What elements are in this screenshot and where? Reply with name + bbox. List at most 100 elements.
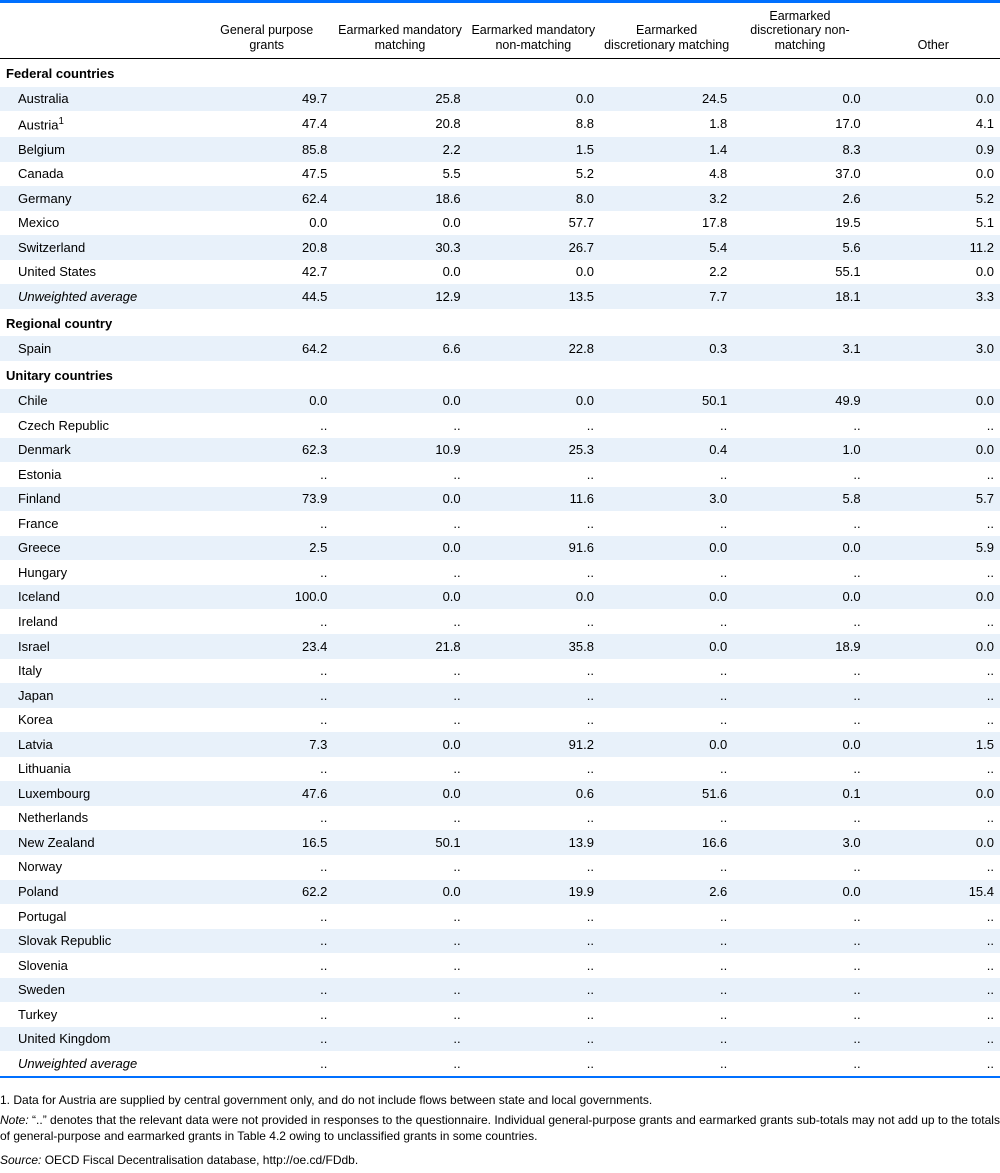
value-cell: 0.0 bbox=[867, 87, 1000, 112]
value-cell: 25.3 bbox=[467, 438, 600, 463]
section-title: Regional country bbox=[0, 309, 1000, 337]
row-name-cell: Czech Republic bbox=[0, 413, 200, 438]
col-header-other: Other bbox=[867, 3, 1000, 59]
value-cell: 62.3 bbox=[200, 438, 333, 463]
value-cell: .. bbox=[733, 806, 866, 831]
value-cell: 11.6 bbox=[467, 487, 600, 512]
col-header-dnm: Earmarked discretionary non-matching bbox=[733, 3, 866, 59]
value-cell: .. bbox=[333, 1027, 466, 1052]
value-cell: 3.0 bbox=[733, 830, 866, 855]
value-cell: .. bbox=[467, 560, 600, 585]
value-cell: .. bbox=[867, 1002, 1000, 1027]
value-cell: .. bbox=[600, 683, 733, 708]
row-name-cell: Israel bbox=[0, 634, 200, 659]
value-cell: .. bbox=[600, 659, 733, 684]
footnote-1-text: Data for Austria are supplied by central… bbox=[13, 1093, 652, 1107]
footnote-marker: 1 bbox=[58, 116, 63, 127]
grants-table: General purpose grants Earmarked mandato… bbox=[0, 3, 1000, 1076]
value-cell: .. bbox=[467, 659, 600, 684]
value-cell: 0.0 bbox=[200, 389, 333, 414]
table-row: Belgium85.82.21.51.48.30.9 bbox=[0, 137, 1000, 162]
value-cell: .. bbox=[333, 462, 466, 487]
value-cell: 47.4 bbox=[200, 111, 333, 137]
table-row: New Zealand16.550.113.916.63.00.0 bbox=[0, 830, 1000, 855]
value-cell: 18.6 bbox=[333, 186, 466, 211]
footnote-note-label: Note: bbox=[0, 1113, 29, 1127]
value-cell: 1.5 bbox=[467, 137, 600, 162]
value-cell: .. bbox=[467, 1051, 600, 1076]
value-cell: .. bbox=[467, 462, 600, 487]
value-cell: 0.0 bbox=[333, 732, 466, 757]
value-cell: .. bbox=[867, 609, 1000, 634]
value-cell: .. bbox=[200, 929, 333, 954]
value-cell: 62.2 bbox=[200, 880, 333, 905]
value-cell: .. bbox=[867, 659, 1000, 684]
value-cell: 0.0 bbox=[467, 585, 600, 610]
value-cell: .. bbox=[200, 1051, 333, 1076]
value-cell: .. bbox=[333, 1002, 466, 1027]
value-cell: 0.0 bbox=[600, 732, 733, 757]
value-cell: .. bbox=[867, 708, 1000, 733]
value-cell: .. bbox=[467, 953, 600, 978]
value-cell: 11.2 bbox=[867, 235, 1000, 260]
value-cell: .. bbox=[867, 511, 1000, 536]
value-cell: 47.6 bbox=[200, 781, 333, 806]
value-cell: .. bbox=[867, 953, 1000, 978]
value-cell: 0.0 bbox=[333, 781, 466, 806]
value-cell: .. bbox=[467, 1027, 600, 1052]
row-name-cell: Austria1 bbox=[0, 111, 200, 137]
table-row: Denmark62.310.925.30.41.00.0 bbox=[0, 438, 1000, 463]
value-cell: 0.0 bbox=[867, 830, 1000, 855]
value-cell: 30.3 bbox=[333, 235, 466, 260]
value-cell: 0.0 bbox=[333, 389, 466, 414]
value-cell: 64.2 bbox=[200, 336, 333, 361]
value-cell: 85.8 bbox=[200, 137, 333, 162]
table-row: Israel23.421.835.80.018.90.0 bbox=[0, 634, 1000, 659]
value-cell: .. bbox=[733, 757, 866, 782]
table-row: Austria147.420.88.81.817.04.1 bbox=[0, 111, 1000, 137]
value-cell: 5.2 bbox=[867, 186, 1000, 211]
table-row: Switzerland20.830.326.75.45.611.2 bbox=[0, 235, 1000, 260]
value-cell: 7.3 bbox=[200, 732, 333, 757]
row-name-cell: Iceland bbox=[0, 585, 200, 610]
col-header-mnm: Earmarked mandatory non-matching bbox=[467, 3, 600, 59]
value-cell: 26.7 bbox=[467, 235, 600, 260]
value-cell: 100.0 bbox=[200, 585, 333, 610]
row-name-cell: Portugal bbox=[0, 904, 200, 929]
value-cell: 4.8 bbox=[600, 162, 733, 187]
value-cell: .. bbox=[733, 929, 866, 954]
value-cell: .. bbox=[467, 978, 600, 1003]
row-name-cell: Australia bbox=[0, 87, 200, 112]
section-header-row: Regional country bbox=[0, 309, 1000, 337]
value-cell: 0.0 bbox=[733, 880, 866, 905]
value-cell: 2.6 bbox=[600, 880, 733, 905]
row-name-cell: Unweighted average bbox=[0, 1051, 200, 1076]
row-name-cell: Finland bbox=[0, 487, 200, 512]
value-cell: .. bbox=[467, 929, 600, 954]
row-name-cell: Switzerland bbox=[0, 235, 200, 260]
value-cell: 5.9 bbox=[867, 536, 1000, 561]
value-cell: .. bbox=[600, 904, 733, 929]
table-row: Germany62.418.68.03.22.65.2 bbox=[0, 186, 1000, 211]
value-cell: 37.0 bbox=[733, 162, 866, 187]
value-cell: .. bbox=[333, 560, 466, 585]
value-cell: .. bbox=[200, 511, 333, 536]
table-row: Italy............ bbox=[0, 659, 1000, 684]
value-cell: .. bbox=[600, 1002, 733, 1027]
value-cell: .. bbox=[333, 855, 466, 880]
value-cell: 35.8 bbox=[467, 634, 600, 659]
value-cell: 21.8 bbox=[333, 634, 466, 659]
value-cell: 0.0 bbox=[333, 880, 466, 905]
value-cell: .. bbox=[867, 1051, 1000, 1076]
table-row: Iceland100.00.00.00.00.00.0 bbox=[0, 585, 1000, 610]
value-cell: 16.5 bbox=[200, 830, 333, 855]
table-row: Unweighted average............ bbox=[0, 1051, 1000, 1076]
value-cell: 0.0 bbox=[600, 536, 733, 561]
value-cell: 0.0 bbox=[867, 438, 1000, 463]
value-cell: .. bbox=[867, 1027, 1000, 1052]
table-row: Finland73.90.011.63.05.85.7 bbox=[0, 487, 1000, 512]
value-cell: .. bbox=[600, 978, 733, 1003]
footnotes: 1. Data for Austria are supplied by cent… bbox=[0, 1078, 1000, 1169]
value-cell: 17.0 bbox=[733, 111, 866, 137]
value-cell: 0.6 bbox=[467, 781, 600, 806]
